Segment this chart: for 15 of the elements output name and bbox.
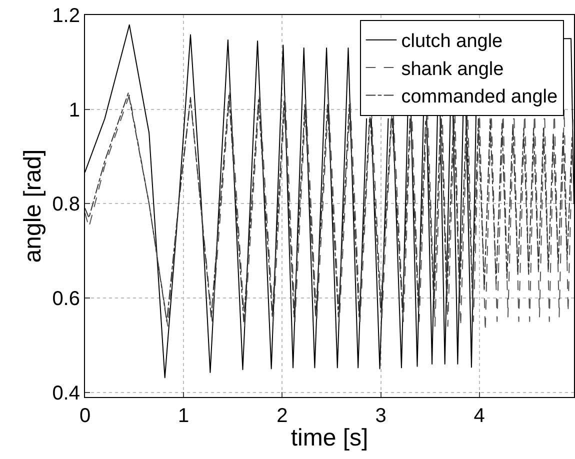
x-axis-title: time [s] bbox=[290, 424, 368, 452]
y-tick-label: 1 bbox=[68, 99, 80, 122]
x-tick-label: 3 bbox=[375, 405, 386, 427]
y-axis-title: angle [rad] bbox=[19, 149, 46, 263]
legend-label: commanded angle bbox=[401, 86, 558, 108]
y-tick-label: 0.4 bbox=[52, 382, 80, 404]
x-tick-label: 0 bbox=[79, 405, 91, 427]
x-tick-label: 2 bbox=[276, 405, 288, 427]
legend-label: shank angle bbox=[401, 58, 504, 80]
legend-label: clutch angle bbox=[401, 31, 503, 52]
y-tick-label: 0.8 bbox=[52, 194, 80, 216]
y-tick-label: 1.2 bbox=[52, 5, 80, 27]
x-tick-label: 1 bbox=[178, 405, 190, 427]
x-tick-label: 4 bbox=[474, 405, 485, 427]
y-tick-label: 0.6 bbox=[52, 288, 80, 310]
